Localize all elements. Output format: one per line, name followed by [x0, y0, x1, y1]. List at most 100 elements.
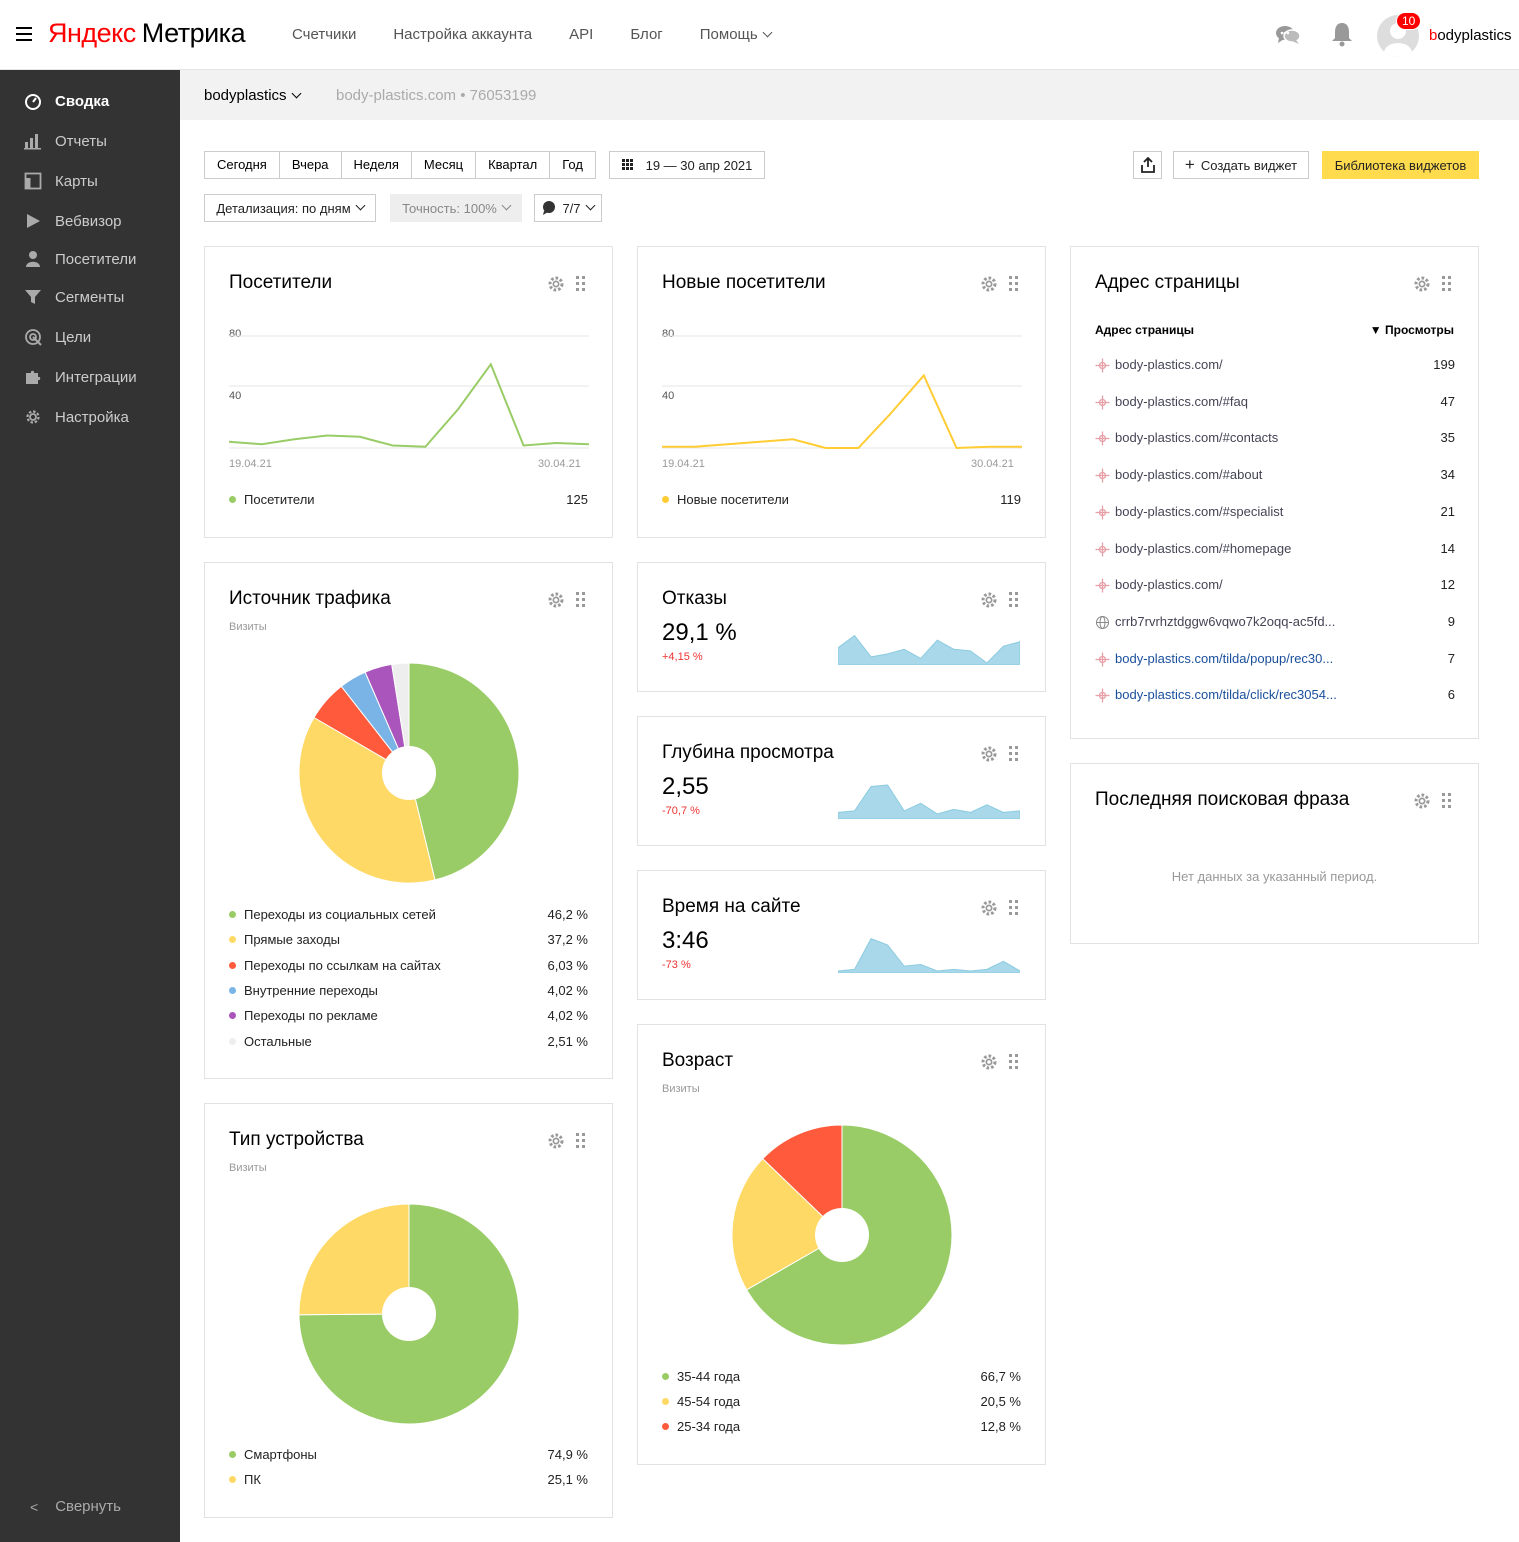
gear-icon[interactable]	[547, 591, 565, 609]
drag-handle-icon[interactable]	[1009, 1053, 1019, 1071]
legend-item[interactable]: 45-54 года	[662, 1394, 740, 1409]
period-quarter[interactable]: Квартал	[476, 152, 551, 178]
table-row[interactable]: body-plastics.com/tilda/popup/rec30... 7	[1095, 651, 1455, 671]
drag-handle-icon[interactable]	[1442, 792, 1452, 810]
legend-item[interactable]: Переходы по рекламе	[229, 1008, 378, 1023]
page-views: 21	[1440, 503, 1455, 519]
legend-item[interactable]: 35-44 года	[662, 1369, 740, 1384]
page-url[interactable]: body-plastics.com/	[1115, 577, 1223, 593]
page-url[interactable]: body-plastics.com/#homepage	[1115, 540, 1292, 556]
drag-handle-icon[interactable]	[1009, 591, 1019, 609]
legend-item[interactable]: Смартфоны	[229, 1447, 317, 1462]
legend-item[interactable]: Переходы из социальных сетей	[229, 907, 436, 922]
drag-handle-icon[interactable]	[576, 591, 586, 609]
sidebar-item-reports[interactable]: Отчеты	[0, 123, 180, 159]
drag-handle-icon[interactable]	[1009, 275, 1019, 293]
page-url[interactable]: crrb7rvrhztdggw6vqwo7k2oqq-ac5fd...	[1115, 613, 1336, 629]
pie-slice[interactable]	[391, 663, 410, 774]
page-url[interactable]: body-plastics.com/	[1115, 357, 1223, 372]
period-month[interactable]: Месяц	[412, 152, 477, 178]
date-range-button[interactable]: 19 — 30 апр 2021	[609, 151, 765, 179]
table-row[interactable]: body-plastics.com/199	[1095, 357, 1455, 377]
pie-slice[interactable]	[408, 663, 519, 881]
collapse-sidebar-button[interactable]: < Свернуть	[30, 1498, 121, 1515]
sidebar-item-webvisor[interactable]: Вебвизор	[0, 203, 180, 239]
nav-blog[interactable]: Блог	[630, 26, 663, 43]
drag-handle-icon[interactable]	[576, 275, 586, 293]
annotations-dropdown[interactable]: 7/7	[534, 194, 602, 222]
period-today[interactable]: Сегодня	[205, 152, 280, 178]
gear-icon[interactable]	[980, 1053, 998, 1071]
widget-traffic-source: Источник трафика Визиты Переходы из соци…	[204, 562, 613, 1079]
pie-slice[interactable]	[732, 1157, 843, 1291]
drag-handle-icon[interactable]	[1009, 899, 1019, 917]
nav-counters[interactable]: Счетчики	[292, 26, 357, 43]
pie-slice[interactable]	[299, 716, 436, 883]
page-url[interactable]: body-plastics.com/#about	[1115, 467, 1263, 483]
sidebar-item-goals[interactable]: Цели	[0, 319, 180, 355]
counter-site: body-plastics.com • 76053199	[336, 87, 537, 104]
target-icon	[24, 328, 42, 346]
nav-help[interactable]: Помощь	[700, 26, 773, 43]
table-row[interactable]: body-plastics.com/12	[1095, 577, 1455, 597]
drag-handle-icon[interactable]	[1009, 745, 1019, 763]
sidebar-item-integrations[interactable]: Интеграции	[0, 359, 180, 395]
nav-account-settings[interactable]: Настройка аккаунта	[393, 26, 533, 43]
sidebar-item-settings[interactable]: Настройка	[0, 399, 180, 435]
nav-api[interactable]: API	[569, 26, 594, 43]
legend-item[interactable]: Прямые заходы	[229, 932, 340, 947]
legend-item[interactable]: Внутренние переходы	[229, 983, 378, 998]
table-row[interactable]: crrb7rvrhztdggw6vqwo7k2oqq-ac5fd... 9	[1095, 614, 1455, 634]
table-row[interactable]: body-plastics.com/#contacts 35	[1095, 430, 1455, 450]
widget-library-button[interactable]: Библиотека виджетов	[1322, 151, 1479, 179]
accuracy-dropdown[interactable]: Точность: 100%	[390, 194, 522, 222]
gear-icon[interactable]	[980, 591, 998, 609]
sidebar-item-visitors[interactable]: Посетители	[0, 241, 180, 277]
export-button[interactable]	[1133, 151, 1162, 179]
pie-slice[interactable]	[762, 1125, 843, 1237]
legend-label: ПК	[244, 1472, 261, 1487]
menu-icon[interactable]	[16, 27, 32, 41]
page-url[interactable]: body-plastics.com/tilda/click/rec3054...	[1115, 687, 1337, 703]
table-row[interactable]: body-plastics.com/#homepage 14	[1095, 541, 1455, 561]
sidebar-item-maps[interactable]: Карты	[0, 163, 180, 199]
drag-handle-icon[interactable]	[1442, 275, 1452, 293]
favicon-icon	[1095, 578, 1110, 593]
table-row[interactable]: body-plastics.com/#specialist 21	[1095, 504, 1455, 524]
sidebar-item-summary[interactable]: Сводка	[0, 83, 180, 119]
table-row[interactable]: body-plastics.com/#about 34	[1095, 467, 1455, 487]
legend-item[interactable]: Переходы по ссылкам на сайтах	[229, 958, 441, 973]
legend-dot	[229, 1451, 236, 1458]
create-widget-button[interactable]: + Создать виджет	[1173, 151, 1309, 179]
period-yesterday[interactable]: Вчера	[280, 152, 342, 178]
column-header-views[interactable]: ▼ Просмотры	[1369, 323, 1454, 337]
legend-item[interactable]: ПК	[229, 1472, 261, 1487]
table-row[interactable]: body-plastics.com/#faq 47	[1095, 394, 1455, 414]
period-year[interactable]: Год	[562, 157, 583, 172]
page-url[interactable]: body-plastics.com/#specialist	[1115, 503, 1284, 519]
legend-item[interactable]: 25-34 года	[662, 1419, 740, 1434]
gear-icon[interactable]	[1413, 275, 1431, 293]
page-url[interactable]: body-plastics.com/tilda/popup/rec30...	[1115, 650, 1334, 666]
gear-icon[interactable]	[547, 275, 565, 293]
counter-selector[interactable]: bodyplastics	[204, 87, 301, 104]
gear-icon[interactable]	[980, 899, 998, 917]
pie-slice[interactable]	[299, 1204, 410, 1316]
username[interactable]: bodyplastics	[1429, 27, 1512, 44]
gear-icon[interactable]	[547, 1132, 565, 1150]
sidebar-item-segments[interactable]: Сегменты	[0, 279, 180, 315]
gear-icon[interactable]	[1413, 792, 1431, 810]
chat-icon[interactable]	[1275, 24, 1301, 46]
detail-dropdown[interactable]: Детализация: по дням	[204, 194, 376, 222]
gear-icon[interactable]	[980, 275, 998, 293]
drag-handle-icon[interactable]	[576, 1132, 586, 1150]
page-url[interactable]: body-plastics.com/#contacts	[1115, 430, 1279, 446]
table-row[interactable]: body-plastics.com/tilda/click/rec3054...…	[1095, 687, 1455, 707]
bell-icon[interactable]	[1331, 21, 1353, 47]
favicon-icon	[1095, 505, 1110, 520]
page-url[interactable]: body-plastics.com/#faq	[1115, 393, 1248, 409]
gear-icon[interactable]	[980, 745, 998, 763]
legend-item[interactable]: Остальные	[229, 1034, 312, 1049]
period-week[interactable]: Неделя	[342, 152, 412, 178]
logo[interactable]: Яндекс Метрика	[48, 18, 246, 48]
